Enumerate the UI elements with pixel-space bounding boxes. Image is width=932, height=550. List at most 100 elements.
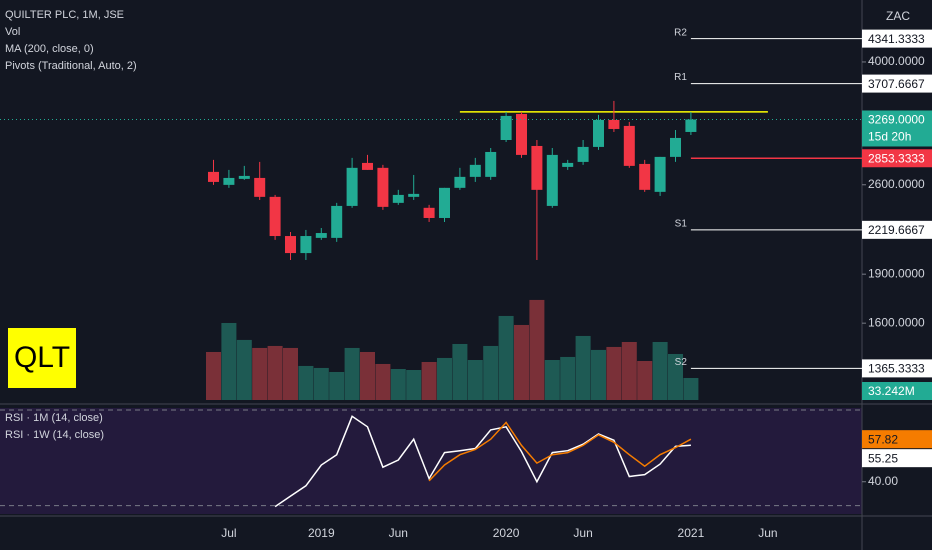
candle-body (623, 125, 635, 166)
x-tick-label: 2021 (678, 526, 705, 540)
candle-body (362, 162, 373, 170)
candle-body (423, 207, 435, 218)
indicator: Vol (5, 26, 20, 38)
pivot-label-box (862, 359, 932, 378)
rsi-line (274, 415, 691, 508)
candle-body (469, 164, 481, 177)
rsi-value-label-box (862, 430, 932, 449)
rsi-value-label: 57.82 (868, 432, 898, 446)
volume-bar (591, 349, 606, 400)
candle-body (454, 176, 466, 188)
candle-body (285, 236, 296, 254)
candle-body (238, 175, 250, 179)
volume-bar (621, 341, 637, 400)
volume-bar (668, 353, 683, 400)
pivot-name: R1 (674, 72, 687, 83)
pivot-name: S2 (675, 357, 688, 368)
pivot-label-box (862, 74, 932, 93)
candle-body (300, 236, 312, 254)
volume-bar (575, 335, 591, 400)
volume-bar (283, 347, 298, 400)
volume-bar (390, 369, 406, 400)
last-price-label: 3269.0000 (868, 113, 925, 127)
rsi-legend: RSI · 1M (14, close) (5, 412, 103, 424)
candle-body (577, 146, 589, 162)
volume-bar (683, 377, 699, 400)
volume-bar (313, 367, 329, 400)
candle-body (500, 115, 512, 141)
y-tick-label: 1600.0000 (868, 315, 925, 329)
x-tick-label: 2020 (493, 526, 520, 540)
candle-body (546, 154, 558, 206)
candle-body (254, 177, 266, 197)
x-tick-label: Jun (389, 526, 408, 540)
pivot-name: R2 (674, 27, 687, 38)
y-tick-label: 1900.0000 (868, 266, 925, 280)
x-tick-label: Jun (573, 526, 592, 540)
pivot-label: 2219.6667 (868, 223, 925, 237)
candle-body (562, 162, 574, 167)
pivot-label: 3707.6667 (868, 77, 925, 91)
volume-bar (498, 315, 514, 400)
rsi-legend: RSI · 1W (14, close) (5, 429, 104, 441)
candle-body (331, 205, 343, 238)
volume-bar (606, 346, 622, 400)
x-tick-label: Jun (758, 526, 777, 540)
volume-bar (267, 345, 283, 400)
candle-body (392, 194, 404, 203)
volume-bar (221, 322, 237, 400)
pivot-label: 1365.3333 (868, 362, 925, 376)
volume-label-box (862, 382, 932, 400)
y-tick-label: 4000.0000 (868, 54, 925, 68)
volume-bar (421, 361, 437, 400)
rsi-background (0, 408, 862, 514)
candle-body (485, 151, 497, 177)
pivot-label: 4341.3333 (868, 32, 925, 46)
x-tick-label: 2019 (308, 526, 335, 540)
candle-body (639, 163, 651, 190)
rsi-tick-label: 40.00 (868, 474, 898, 488)
volume-bar (544, 360, 560, 400)
volume-bar (560, 356, 576, 400)
indicator: MA (200, close, 0) (5, 43, 94, 55)
y-tick-label: 2600.0000 (868, 177, 925, 191)
rsi-value-label: 55.25 (868, 451, 898, 465)
volume-bar (467, 360, 483, 400)
level-label-box (862, 149, 932, 168)
volume-bar (344, 347, 360, 400)
candle-body (654, 156, 666, 192)
volume-bar (529, 299, 545, 400)
candle-body (670, 137, 681, 157)
pivot-label-box (862, 29, 932, 48)
candle-body (593, 119, 604, 147)
candle-body (608, 119, 620, 129)
candle-body (531, 145, 543, 190)
volume-bar (483, 345, 499, 400)
volume-bar (514, 324, 529, 400)
candle-body (223, 177, 235, 185)
candle-body (346, 167, 358, 206)
currency: ZAC (886, 9, 910, 23)
candle-body (685, 119, 697, 132)
candle-body (315, 233, 327, 238)
candle-body (208, 171, 219, 182)
volume-bar (360, 351, 375, 400)
last-price-box (862, 110, 932, 147)
volume-bar (236, 339, 252, 400)
candle-body (516, 113, 527, 155)
volume-label: 33.242M (868, 384, 915, 398)
x-tick-label: Jul (221, 526, 236, 540)
volume-bar (652, 341, 668, 400)
volume-bar (637, 360, 653, 400)
candle-body (377, 167, 389, 207)
chart-title: QUILTER PLC, 1M, JSE (5, 9, 124, 21)
pivot-name: S1 (675, 218, 688, 229)
rsi-line (428, 421, 692, 482)
volume-bar (452, 343, 468, 400)
rsi-value-label-box (862, 449, 932, 468)
volume-bar (437, 357, 452, 400)
candle-body (269, 196, 281, 237)
volume-bar (252, 347, 268, 400)
volume-bar (329, 371, 345, 400)
volume-bar (406, 370, 422, 400)
